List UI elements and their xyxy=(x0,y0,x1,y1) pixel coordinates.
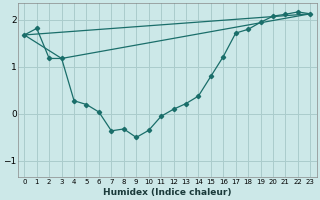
X-axis label: Humidex (Indice chaleur): Humidex (Indice chaleur) xyxy=(103,188,232,197)
